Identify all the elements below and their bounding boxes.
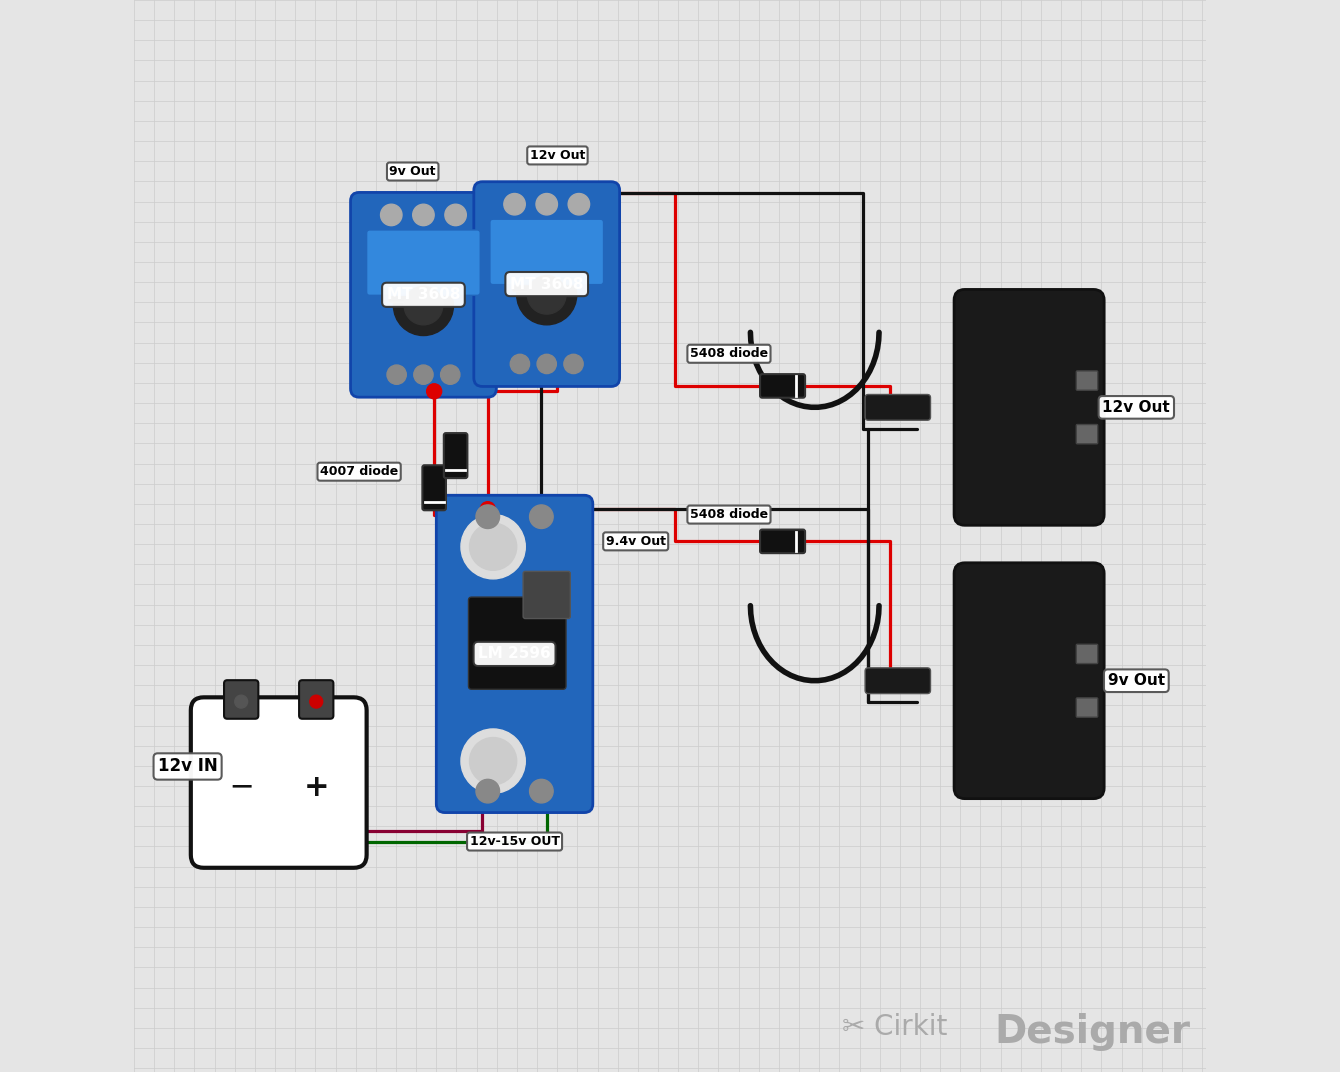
Circle shape (461, 729, 525, 793)
Text: 9v Out: 9v Out (390, 165, 436, 178)
Circle shape (394, 276, 453, 336)
FancyBboxPatch shape (954, 289, 1104, 525)
Text: 12v-15v OUT: 12v-15v OUT (469, 835, 560, 848)
FancyBboxPatch shape (1076, 644, 1097, 664)
Circle shape (441, 364, 460, 385)
Circle shape (537, 354, 556, 374)
Text: MT 3608: MT 3608 (387, 287, 460, 302)
Circle shape (528, 276, 565, 314)
Text: +: + (303, 773, 330, 803)
FancyBboxPatch shape (224, 680, 259, 718)
Text: 9v Out: 9v Out (1108, 673, 1164, 688)
FancyBboxPatch shape (351, 193, 496, 398)
Circle shape (413, 204, 434, 226)
FancyBboxPatch shape (389, 271, 421, 302)
Circle shape (381, 204, 402, 226)
Circle shape (234, 696, 248, 709)
Text: 9.4v Out: 9.4v Out (606, 535, 666, 548)
Text: MT 3608: MT 3608 (511, 277, 583, 292)
FancyBboxPatch shape (866, 668, 930, 694)
Text: 4007 diode: 4007 diode (320, 465, 398, 478)
Circle shape (476, 779, 500, 803)
Circle shape (445, 204, 466, 226)
FancyBboxPatch shape (367, 230, 480, 296)
Circle shape (517, 265, 576, 325)
FancyBboxPatch shape (299, 680, 334, 718)
Text: 12v Out: 12v Out (1103, 400, 1170, 415)
Circle shape (511, 354, 529, 374)
Circle shape (529, 505, 553, 528)
FancyBboxPatch shape (512, 260, 544, 292)
FancyBboxPatch shape (437, 495, 592, 813)
Circle shape (480, 502, 496, 517)
Text: 12v IN: 12v IN (158, 758, 217, 775)
FancyBboxPatch shape (760, 530, 805, 553)
Circle shape (469, 523, 517, 570)
Circle shape (387, 364, 406, 385)
Circle shape (536, 193, 557, 214)
FancyBboxPatch shape (422, 465, 446, 510)
Circle shape (310, 696, 323, 709)
Text: ✂ Cirkit: ✂ Cirkit (842, 1013, 947, 1041)
Circle shape (476, 505, 500, 528)
FancyBboxPatch shape (1076, 698, 1097, 717)
Text: LM 2596: LM 2596 (478, 646, 551, 661)
Circle shape (414, 364, 433, 385)
Circle shape (504, 193, 525, 214)
Circle shape (461, 515, 525, 579)
Circle shape (426, 384, 442, 399)
FancyBboxPatch shape (490, 220, 603, 284)
FancyBboxPatch shape (444, 433, 468, 478)
FancyBboxPatch shape (866, 394, 930, 420)
Circle shape (564, 354, 583, 374)
Text: ─: ─ (232, 773, 251, 803)
FancyBboxPatch shape (760, 374, 805, 398)
Text: 5408 diode: 5408 diode (690, 347, 768, 360)
FancyBboxPatch shape (1076, 371, 1097, 390)
Text: Designer: Designer (994, 1013, 1190, 1051)
FancyBboxPatch shape (1076, 425, 1097, 444)
FancyBboxPatch shape (523, 571, 571, 619)
FancyBboxPatch shape (474, 181, 619, 387)
Circle shape (405, 286, 442, 325)
Circle shape (469, 738, 517, 785)
Text: 5408 diode: 5408 diode (690, 508, 768, 521)
Circle shape (568, 193, 590, 214)
FancyBboxPatch shape (190, 698, 367, 868)
FancyBboxPatch shape (954, 563, 1104, 799)
Circle shape (529, 779, 553, 803)
FancyBboxPatch shape (469, 597, 565, 689)
Text: 12v Out: 12v Out (529, 149, 586, 162)
